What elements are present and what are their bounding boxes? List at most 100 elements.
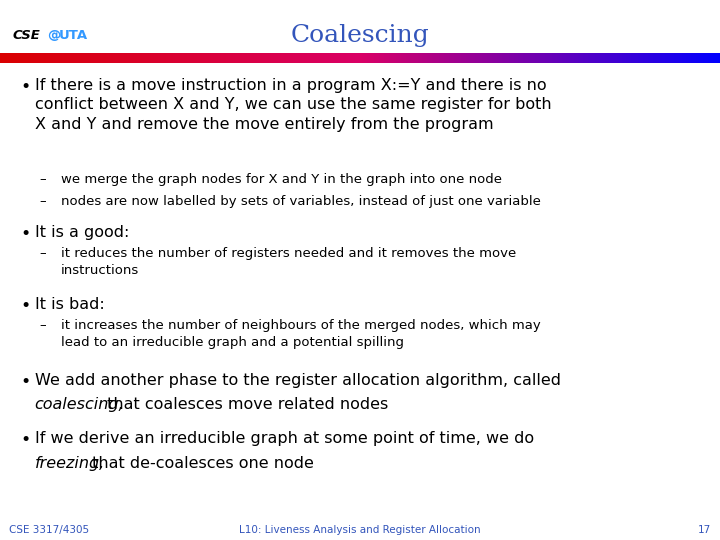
Bar	[360, 53, 362, 63]
Bar	[698, 53, 701, 63]
Bar	[94, 53, 96, 63]
Bar	[130, 53, 132, 63]
Bar	[475, 53, 477, 63]
Bar	[434, 53, 437, 63]
Text: It is bad:: It is bad:	[35, 297, 104, 312]
Bar	[473, 53, 475, 63]
Bar	[711, 53, 713, 63]
Bar	[650, 53, 653, 63]
Bar	[53, 53, 55, 63]
Bar	[605, 53, 607, 63]
Bar	[454, 53, 456, 63]
Bar	[574, 53, 576, 63]
Text: it increases the number of neighbours of the merged nodes, which may
lead to an : it increases the number of neighbours of…	[61, 320, 541, 349]
Bar	[110, 53, 113, 63]
Bar	[293, 53, 295, 63]
Bar	[247, 53, 250, 63]
Bar	[307, 53, 310, 63]
Bar	[646, 53, 648, 63]
Bar	[499, 53, 502, 63]
Bar	[413, 53, 415, 63]
Bar	[653, 53, 655, 63]
Bar	[2, 53, 5, 63]
Bar	[338, 53, 341, 63]
Bar	[614, 53, 617, 63]
Bar	[401, 53, 403, 63]
Bar	[27, 53, 29, 63]
Bar	[677, 53, 679, 63]
Bar	[588, 53, 590, 63]
Bar	[502, 53, 504, 63]
Bar	[581, 53, 583, 63]
Bar	[341, 53, 343, 63]
Bar	[706, 53, 708, 63]
Bar	[595, 53, 598, 63]
Bar	[144, 53, 146, 63]
Bar	[50, 53, 53, 63]
Bar	[36, 53, 38, 63]
Bar	[624, 53, 626, 63]
Bar	[490, 53, 492, 63]
Text: If we derive an irreducible graph at some point of time, we do: If we derive an irreducible graph at som…	[35, 431, 534, 446]
Bar	[34, 53, 36, 63]
Bar	[564, 53, 567, 63]
Bar	[418, 53, 420, 63]
Text: it reduces the number of registers needed and it removes the move
instructions: it reduces the number of registers neede…	[61, 247, 516, 276]
Bar	[662, 53, 665, 63]
Bar	[180, 53, 182, 63]
Bar	[506, 53, 509, 63]
Bar	[540, 53, 542, 63]
Bar	[684, 53, 686, 63]
Bar	[315, 53, 317, 63]
Bar	[5, 53, 7, 63]
Text: –: –	[39, 320, 45, 333]
Bar	[391, 53, 394, 63]
Bar	[585, 53, 588, 63]
Bar	[250, 53, 252, 63]
Bar	[29, 53, 31, 63]
Bar	[166, 53, 168, 63]
Bar	[648, 53, 650, 63]
Bar	[667, 53, 670, 63]
Bar	[629, 53, 631, 63]
Bar	[297, 53, 300, 63]
Bar	[185, 53, 187, 63]
Bar	[65, 53, 67, 63]
Bar	[194, 53, 197, 63]
Bar	[151, 53, 153, 63]
Bar	[374, 53, 377, 63]
Text: –: –	[39, 195, 45, 208]
Bar	[492, 53, 495, 63]
Bar	[240, 53, 243, 63]
Bar	[199, 53, 202, 63]
Bar	[58, 53, 60, 63]
Bar	[369, 53, 372, 63]
Bar	[346, 53, 348, 63]
Bar	[7, 53, 9, 63]
Text: We add another phase to the register allocation algorithm, called: We add another phase to the register all…	[35, 373, 561, 388]
Bar	[135, 53, 137, 63]
Bar	[108, 53, 110, 63]
Bar	[403, 53, 405, 63]
Bar	[96, 53, 99, 63]
Bar	[641, 53, 643, 63]
Bar	[446, 53, 449, 63]
Bar	[468, 53, 470, 63]
Bar	[593, 53, 595, 63]
Bar	[149, 53, 151, 63]
Bar	[398, 53, 401, 63]
Bar	[238, 53, 240, 63]
Bar	[384, 53, 387, 63]
Bar	[271, 53, 274, 63]
Bar	[715, 53, 718, 63]
Bar	[254, 53, 257, 63]
Text: that de-coalesces one node: that de-coalesces one node	[87, 456, 314, 470]
Bar	[610, 53, 612, 63]
Bar	[619, 53, 621, 63]
Bar	[523, 53, 526, 63]
Bar	[142, 53, 144, 63]
Bar	[660, 53, 662, 63]
Bar	[607, 53, 610, 63]
Bar	[279, 53, 281, 63]
Bar	[569, 53, 571, 63]
